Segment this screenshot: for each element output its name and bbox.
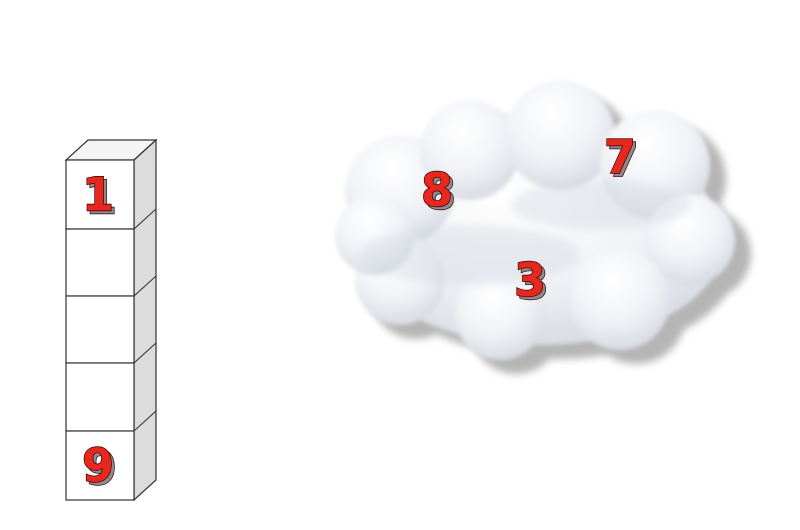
cloud-shading bbox=[360, 180, 690, 285]
stack-cell-number-shadow: 1 bbox=[85, 171, 117, 225]
cloud-number-shadow: 7 bbox=[607, 133, 639, 187]
stack-cell bbox=[65, 295, 135, 364]
stack-cell bbox=[65, 430, 135, 501]
stack-cell-number: 9 bbox=[82, 439, 114, 493]
stack-cell-number-shadow: 9 bbox=[85, 442, 117, 496]
stack-cell bbox=[65, 228, 135, 297]
stack-cell bbox=[65, 362, 135, 432]
cloud-number: 3 bbox=[514, 253, 546, 307]
stack-side-dividers bbox=[133, 208, 157, 432]
cloud-number-shadow: 3 bbox=[517, 256, 549, 310]
stack-side-face bbox=[133, 138, 157, 502]
stack-cell bbox=[65, 159, 135, 230]
cloud-number-shadow: 8 bbox=[424, 166, 456, 220]
stack-cell-number: 1 bbox=[82, 168, 114, 222]
cloud-number: 7 bbox=[604, 130, 636, 184]
cloud-number: 8 bbox=[421, 163, 453, 217]
